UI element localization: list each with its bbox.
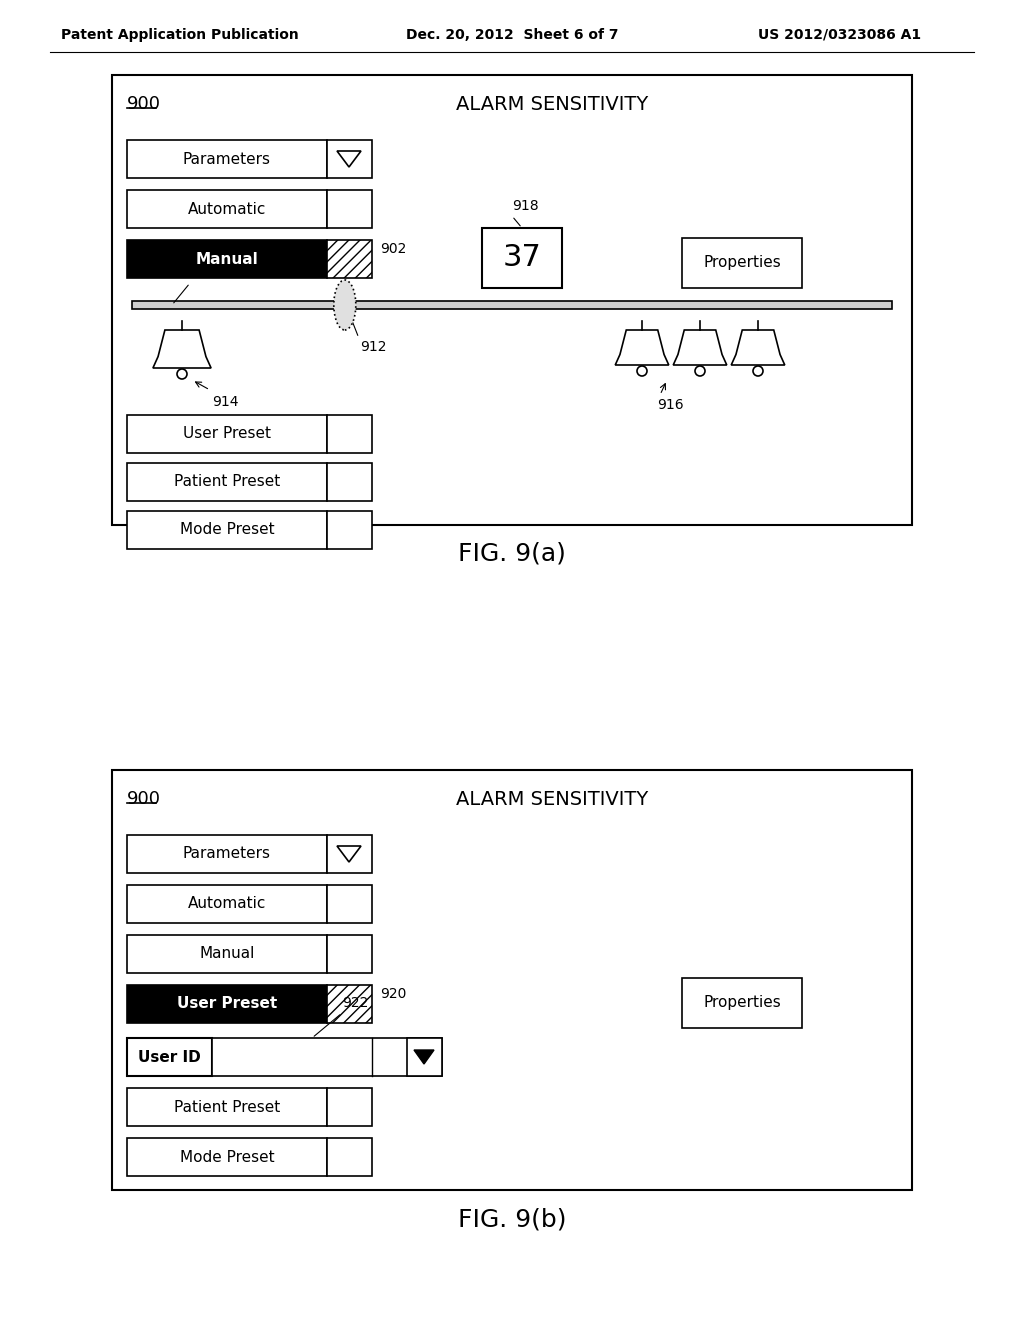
Text: ALARM SENSITIVITY: ALARM SENSITIVITY (456, 95, 648, 114)
FancyBboxPatch shape (682, 238, 802, 288)
FancyBboxPatch shape (127, 190, 327, 228)
FancyBboxPatch shape (127, 414, 327, 453)
Text: 37: 37 (503, 243, 542, 272)
FancyBboxPatch shape (407, 1038, 442, 1076)
FancyBboxPatch shape (112, 770, 912, 1191)
Text: FIG. 9(b): FIG. 9(b) (458, 1208, 566, 1232)
Text: Manual: Manual (196, 252, 258, 267)
FancyBboxPatch shape (127, 1038, 212, 1076)
Circle shape (177, 370, 187, 379)
FancyBboxPatch shape (212, 1038, 442, 1076)
Ellipse shape (334, 280, 355, 330)
FancyBboxPatch shape (327, 190, 372, 228)
Text: 900: 900 (127, 95, 161, 114)
Polygon shape (414, 1049, 434, 1064)
Text: Patent Application Publication: Patent Application Publication (61, 28, 299, 42)
FancyBboxPatch shape (327, 463, 372, 502)
Text: Automatic: Automatic (187, 896, 266, 912)
Circle shape (753, 366, 763, 376)
FancyBboxPatch shape (127, 884, 327, 923)
Text: Patient Preset: Patient Preset (174, 474, 281, 490)
FancyBboxPatch shape (327, 1138, 372, 1176)
Text: 916: 916 (657, 399, 684, 412)
FancyBboxPatch shape (127, 1088, 327, 1126)
FancyBboxPatch shape (127, 836, 327, 873)
Text: FIG. 9(a): FIG. 9(a) (458, 541, 566, 565)
Text: User ID: User ID (137, 1049, 201, 1064)
Text: 918: 918 (512, 199, 539, 213)
Polygon shape (337, 150, 361, 168)
Text: Patient Preset: Patient Preset (174, 1100, 281, 1114)
Polygon shape (731, 330, 784, 366)
Text: Automatic: Automatic (187, 202, 266, 216)
Text: ALARM SENSITIVITY: ALARM SENSITIVITY (456, 789, 648, 809)
Text: User Preset: User Preset (177, 997, 278, 1011)
Circle shape (637, 366, 647, 376)
FancyBboxPatch shape (127, 935, 327, 973)
Text: Parameters: Parameters (183, 846, 271, 862)
FancyBboxPatch shape (327, 985, 372, 1023)
Polygon shape (337, 846, 361, 862)
FancyBboxPatch shape (127, 1138, 327, 1176)
Text: 912: 912 (359, 341, 386, 354)
Text: 914: 914 (212, 395, 239, 409)
Text: US 2012/0323086 A1: US 2012/0323086 A1 (759, 28, 922, 42)
FancyBboxPatch shape (327, 414, 372, 453)
FancyBboxPatch shape (127, 463, 327, 502)
Text: 910: 910 (177, 267, 203, 280)
FancyBboxPatch shape (327, 935, 372, 973)
Text: 922: 922 (342, 997, 369, 1010)
FancyBboxPatch shape (132, 301, 892, 309)
Polygon shape (673, 330, 727, 366)
FancyBboxPatch shape (327, 511, 372, 549)
FancyBboxPatch shape (482, 228, 562, 288)
FancyBboxPatch shape (127, 511, 327, 549)
Text: 902: 902 (380, 242, 407, 256)
FancyBboxPatch shape (127, 140, 327, 178)
Text: Mode Preset: Mode Preset (179, 1150, 274, 1164)
FancyBboxPatch shape (112, 75, 912, 525)
Text: Manual: Manual (200, 946, 255, 961)
Text: Properties: Properties (703, 995, 781, 1011)
Polygon shape (153, 330, 211, 368)
Text: 900: 900 (127, 789, 161, 808)
Text: Dec. 20, 2012  Sheet 6 of 7: Dec. 20, 2012 Sheet 6 of 7 (406, 28, 618, 42)
FancyBboxPatch shape (127, 240, 327, 279)
FancyBboxPatch shape (327, 240, 372, 279)
Text: Properties: Properties (703, 256, 781, 271)
Text: Mode Preset: Mode Preset (179, 523, 274, 537)
FancyBboxPatch shape (327, 1088, 372, 1126)
Polygon shape (615, 330, 669, 366)
FancyBboxPatch shape (127, 985, 327, 1023)
FancyBboxPatch shape (327, 884, 372, 923)
FancyBboxPatch shape (682, 978, 802, 1028)
Text: Parameters: Parameters (183, 152, 271, 166)
Text: User Preset: User Preset (183, 426, 271, 441)
Text: 920: 920 (380, 987, 407, 1001)
FancyBboxPatch shape (327, 140, 372, 178)
Circle shape (695, 366, 705, 376)
FancyBboxPatch shape (327, 836, 372, 873)
